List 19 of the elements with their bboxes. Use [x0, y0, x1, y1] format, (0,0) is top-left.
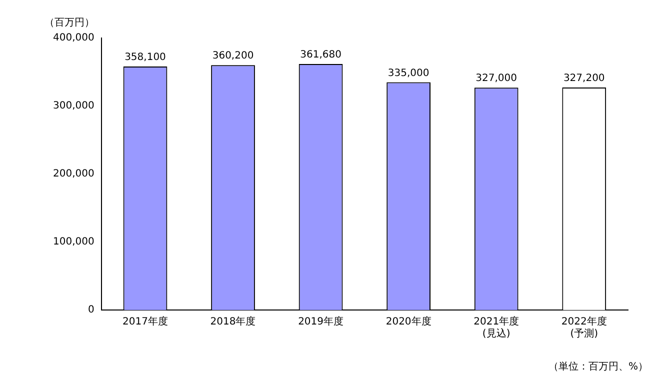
x-tick-label: 2017年度 [122, 316, 168, 328]
y-tick-label: 200,000 [52, 168, 94, 180]
data-label: 361,680 [300, 50, 342, 61]
text: （単位：百万円、%） [548, 360, 648, 373]
x-tick-label: 2019年度 [298, 316, 344, 328]
data-label: 327,000 [476, 73, 518, 84]
x-tick-label: 2021年度 (見込) [474, 316, 520, 340]
y-tick-label: 0 [88, 304, 94, 316]
x-tick-label: 2018年度 [210, 316, 256, 328]
y-tick-label: 300,000 [52, 100, 94, 112]
data-label: 335,000 [388, 68, 430, 79]
data-label: 358,100 [124, 52, 166, 64]
x-tick-label: 2022年度 (予測) [561, 316, 607, 340]
data-label: 360,200 [212, 50, 254, 62]
y-axis-title: （百万円） [44, 18, 94, 29]
x-tick-label: 2020年度 [386, 316, 432, 328]
y-tick-label: 100,000 [52, 236, 94, 248]
y-tick-label: 400,000 [52, 32, 94, 44]
data-label: 327,200 [563, 73, 605, 84]
